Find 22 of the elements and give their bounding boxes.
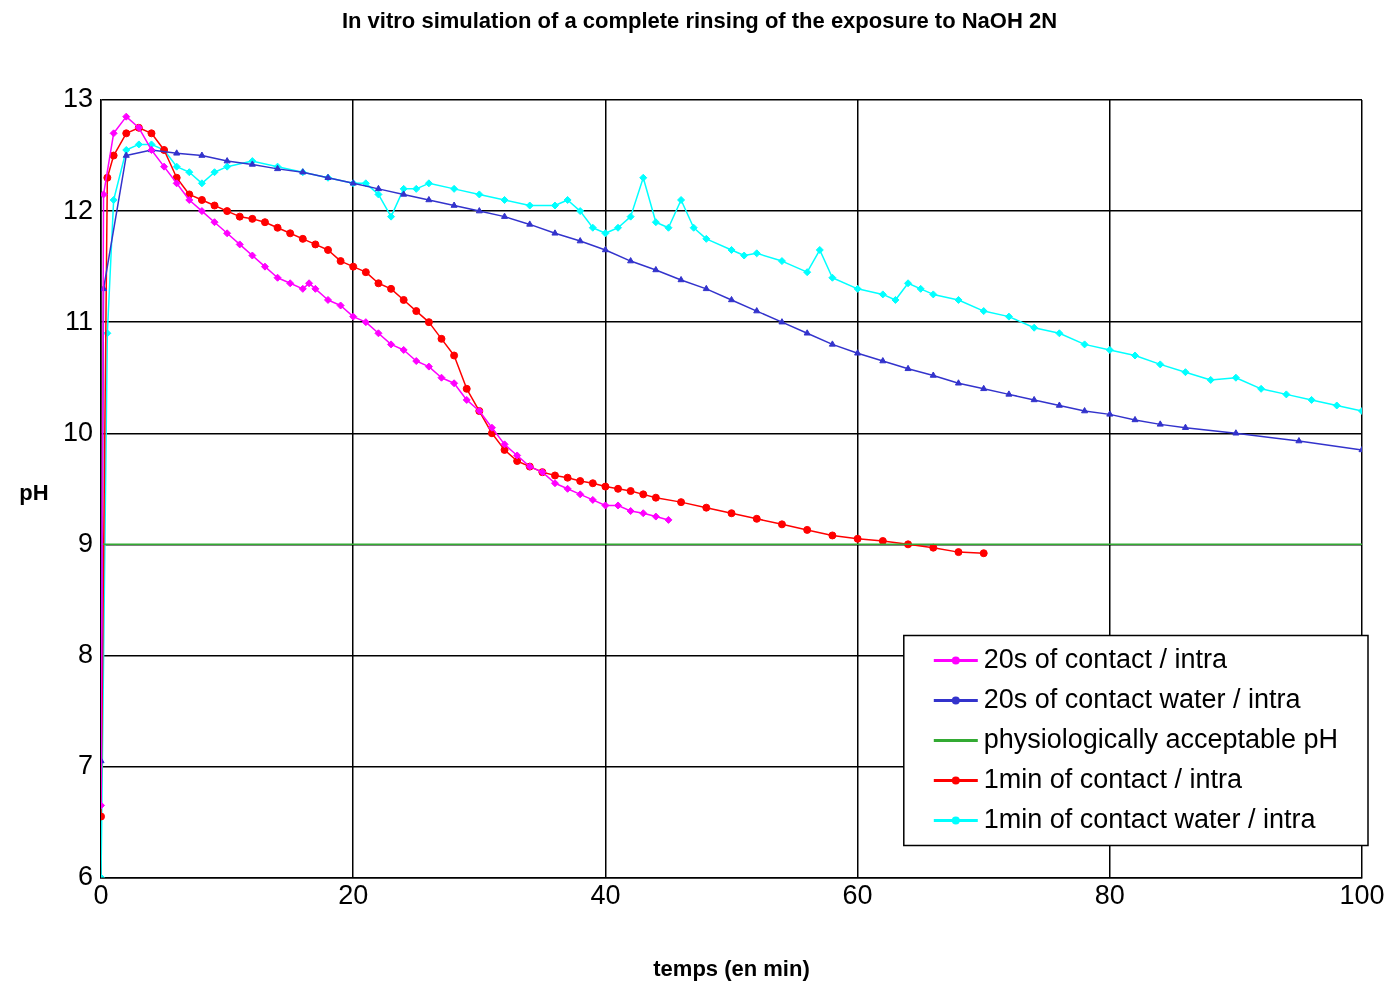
legend-label: 20s of contact water / intra — [983, 684, 1302, 715]
x-tick-label: 80 — [1094, 880, 1125, 911]
y-tick-label: 6 — [78, 861, 94, 892]
x-tick-label: 20 — [338, 880, 369, 911]
y-tick-label: 8 — [78, 638, 94, 669]
legend-label: 20s of contact / intra — [983, 644, 1228, 675]
y-tick-label: 7 — [78, 749, 94, 780]
x-tick-label: 60 — [842, 880, 873, 911]
y-axis-title: pH — [19, 479, 49, 505]
legend-label: 1min of contact water / intra — [983, 804, 1317, 835]
legend-label: physiologically acceptable pH — [983, 724, 1339, 755]
chart-title: In vitro simulation of a complete rinsing of the exposure to NaOH 2N — [341, 8, 1058, 34]
y-tick-label: 9 — [78, 527, 94, 558]
legend-label: 1min of contact / intra — [983, 764, 1243, 795]
y-tick-label: 13 — [62, 83, 94, 114]
x-tick-label: 40 — [590, 880, 621, 911]
x-axis-title: temps (en min) — [653, 956, 810, 982]
y-tick-label: 10 — [62, 416, 94, 447]
y-tick-label: 12 — [62, 194, 94, 225]
x-tick-label: 0 — [93, 880, 109, 911]
x-tick-label: 100 — [1339, 880, 1385, 911]
y-tick-label: 11 — [65, 305, 94, 336]
